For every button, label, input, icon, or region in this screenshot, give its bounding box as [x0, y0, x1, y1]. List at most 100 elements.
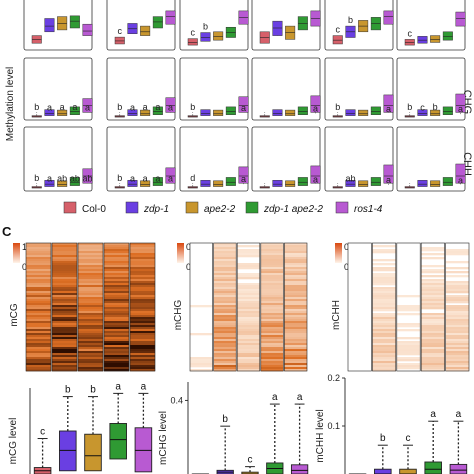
heatmap-cell: [421, 325, 445, 328]
heatmap-cell: [237, 249, 260, 252]
box: [165, 10, 176, 25]
heatmap-cell: [445, 267, 469, 270]
heatmap-cell: [396, 313, 421, 316]
heatmap-cell: [26, 363, 51, 366]
y-tick-label: 0.1: [327, 421, 340, 431]
heatmap-cell: [104, 305, 129, 308]
heatmap-cell: [237, 355, 260, 358]
heatmap-cell: [213, 347, 237, 350]
heatmap-cell: [284, 267, 307, 270]
heatmap-cell: [421, 315, 445, 318]
heatmap-cell: [445, 285, 469, 288]
heatmap-cell: [284, 369, 307, 372]
heatmap-cell: [237, 253, 260, 256]
heatmap-cell: [130, 335, 155, 338]
subpanel-frame: [23, 57, 93, 121]
heatmap-cell: [52, 357, 77, 360]
heatmap-cell: [396, 307, 421, 310]
heatmap-cell: [78, 255, 103, 258]
heatmap-cell: [104, 289, 129, 292]
heatmap-cell: [213, 359, 237, 362]
heatmap-cell: [104, 287, 129, 290]
heatmap-cell: [372, 303, 396, 306]
legend-label: Col-0: [82, 204, 106, 215]
heatmap-cell: [260, 303, 284, 306]
heatmap-cell: [213, 313, 237, 316]
heatmap-cell: [213, 259, 237, 262]
heatmap-cell: [260, 341, 284, 344]
heatmap-cell: [130, 311, 155, 314]
heatmap-cell: [52, 343, 77, 346]
heatmap-cell: [26, 353, 51, 356]
significance-letter: b: [433, 102, 438, 112]
heatmap-cell: [78, 285, 103, 288]
heatmap-column-frame: [347, 242, 372, 372]
heatmap-cell: [104, 271, 129, 274]
heatmap-cell: [78, 293, 103, 296]
heatmap-cell: [26, 367, 51, 370]
heatmap-cell: [237, 369, 260, 372]
heatmap-cell: [445, 291, 469, 294]
heatmap-cell: [372, 309, 396, 312]
heatmap-cell: [260, 295, 284, 298]
box: [238, 166, 249, 184]
heatmap-cell: [130, 279, 155, 282]
heatmap-cell: [237, 319, 260, 322]
heatmap-cell: [130, 357, 155, 360]
heatmap-cell: [130, 323, 155, 326]
heatmap-cell: [78, 291, 103, 294]
heatmap-cell: [237, 339, 260, 342]
heatmap-cell: [52, 307, 77, 310]
heatmap-cell: [26, 365, 51, 368]
heatmap-cell: [26, 249, 51, 252]
heatmap-cell: [104, 365, 129, 368]
heatmap-cell: [396, 343, 421, 346]
heatmap-cell: [372, 353, 396, 356]
heatmap-cell: [78, 335, 103, 338]
heatmap-cell: [396, 341, 421, 344]
box: [44, 109, 55, 116]
subpanel-frame: [106, 57, 176, 121]
heatmap-cell: [190, 359, 213, 362]
heatmap-cell: [130, 301, 155, 304]
heatmap-cell: [26, 309, 51, 312]
heatmap-cell: [104, 295, 129, 298]
heatmap-cell: [104, 335, 129, 338]
heatmap-cell: [78, 301, 103, 304]
subpanel-frame: [251, 57, 321, 121]
heatmap-column-frame: [129, 242, 156, 372]
box: [383, 94, 394, 113]
heatmap-cell: [78, 357, 103, 360]
heatmap-cell: [421, 343, 445, 346]
heatmap-cell: [130, 291, 155, 294]
box: [57, 180, 68, 187]
heatmap-cell: [52, 269, 77, 272]
heatmap-cell: [104, 307, 129, 310]
significance-letter: b: [348, 15, 353, 25]
heatmap-cell: [421, 257, 445, 260]
heatmap-cell: [78, 267, 103, 270]
heatmap-cell: [26, 339, 51, 342]
heatmap-cell: [130, 317, 155, 320]
panel-b-ylabel: Methylation level: [5, 67, 16, 141]
heatmap-cell: [130, 271, 155, 274]
heatmap-cell: [372, 361, 396, 364]
heatmap-cell: [237, 315, 260, 318]
significance-letter: b: [203, 22, 208, 32]
heatmap-cell: [104, 263, 129, 266]
heatmap-cell: [372, 355, 396, 358]
heatmap-cell: [260, 361, 284, 364]
heatmap-cell: [445, 297, 469, 300]
box: [69, 177, 80, 186]
heatmap-cell: [52, 291, 77, 294]
heatmap-cell: [190, 357, 213, 360]
heatmap-cell: [52, 353, 77, 356]
heatmap-cell: [130, 359, 155, 362]
heatmap-cell: [284, 367, 307, 370]
heatmap-cell: [52, 331, 77, 334]
heatmap-cell: [213, 323, 237, 326]
heatmap-cell: [421, 285, 445, 288]
significance-letter: a: [143, 102, 148, 112]
heatmap-cell: [52, 337, 77, 340]
heatmap-cell: [421, 369, 445, 372]
